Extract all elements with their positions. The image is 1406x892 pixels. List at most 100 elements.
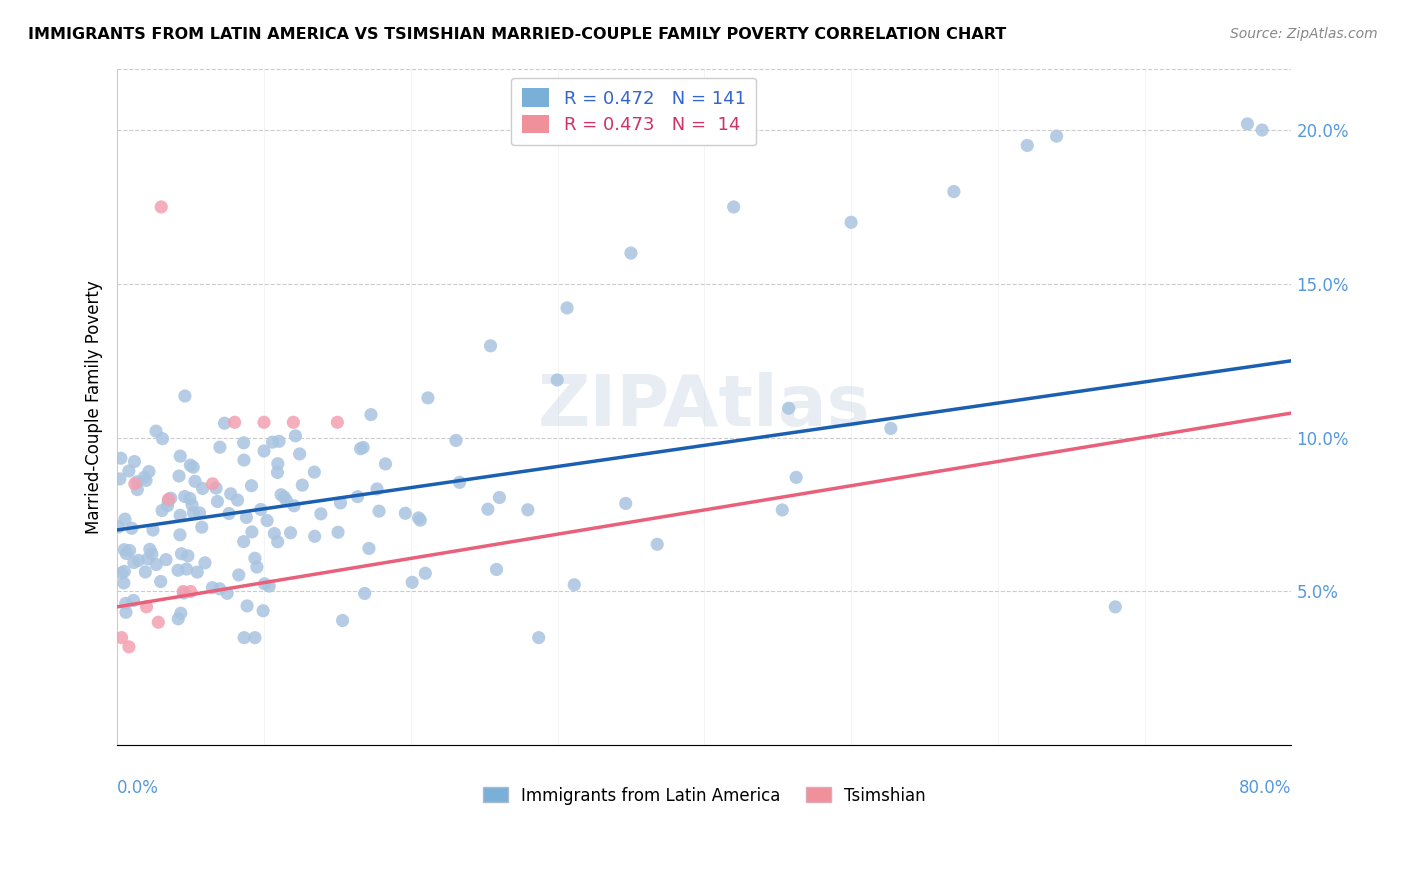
Point	[273, 490, 295, 504]
Point	[208, 440, 231, 454]
Point	[139, 542, 162, 557]
Point	[170, 547, 193, 561]
Point	[145, 558, 167, 572]
Point	[401, 575, 423, 590]
Point	[224, 415, 246, 429]
Point	[226, 493, 249, 508]
Point	[180, 584, 202, 599]
Point	[353, 586, 375, 600]
Point	[415, 566, 437, 581]
Point	[243, 631, 266, 645]
Point	[112, 542, 135, 557]
Point	[349, 442, 371, 456]
Point	[110, 451, 132, 466]
Point	[155, 552, 177, 566]
Point	[141, 547, 163, 561]
Point	[785, 470, 807, 484]
Point	[326, 415, 349, 429]
Point	[122, 593, 145, 607]
Point	[546, 373, 568, 387]
Point	[253, 576, 276, 591]
Point	[169, 449, 191, 463]
Point	[152, 432, 174, 446]
Point	[191, 482, 214, 496]
Point	[253, 415, 276, 429]
Point	[408, 511, 430, 525]
Point	[150, 200, 173, 214]
Point	[177, 549, 200, 563]
Point	[252, 604, 274, 618]
Point	[304, 529, 326, 543]
Point	[118, 640, 141, 654]
Point	[770, 503, 793, 517]
Point	[108, 472, 131, 486]
Point	[207, 494, 229, 508]
Point	[167, 563, 190, 577]
Point	[253, 444, 276, 458]
Point	[169, 528, 191, 542]
Point	[449, 475, 471, 490]
Point	[179, 458, 201, 472]
Point	[555, 301, 578, 315]
Point	[184, 475, 207, 489]
Point	[138, 465, 160, 479]
Point	[614, 496, 637, 510]
Y-axis label: Married-Couple Family Poverty: Married-Couple Family Poverty	[86, 280, 103, 533]
Point	[1251, 123, 1274, 137]
Text: ZIPAtlas: ZIPAtlas	[538, 372, 870, 442]
Point	[173, 586, 195, 600]
Point	[283, 499, 305, 513]
Point	[516, 503, 538, 517]
Point	[267, 457, 290, 471]
Point	[232, 435, 254, 450]
Point	[181, 498, 204, 512]
Text: 0.0%: 0.0%	[117, 779, 159, 797]
Point	[1045, 129, 1067, 144]
Point	[233, 631, 256, 645]
Point	[1017, 138, 1039, 153]
Point	[444, 434, 467, 448]
Point	[157, 494, 180, 508]
Point	[157, 492, 180, 507]
Point	[134, 470, 156, 484]
Point	[263, 526, 285, 541]
Point	[167, 469, 190, 483]
Point	[246, 560, 269, 574]
Point	[205, 481, 228, 495]
Point	[479, 339, 502, 353]
Point	[111, 566, 134, 580]
Point	[232, 534, 254, 549]
Point	[309, 507, 332, 521]
Point	[114, 512, 136, 526]
Point	[250, 502, 273, 516]
Point	[236, 599, 259, 613]
Text: Source: ZipAtlas.com: Source: ZipAtlas.com	[1230, 27, 1378, 41]
Point	[194, 556, 217, 570]
Point	[142, 523, 165, 537]
Point	[107, 520, 129, 534]
Point	[173, 490, 195, 504]
Point	[135, 474, 157, 488]
Point	[283, 415, 305, 429]
Point	[262, 435, 284, 450]
Point	[880, 421, 903, 435]
Point	[127, 483, 149, 497]
Point	[201, 581, 224, 595]
Point	[114, 596, 136, 610]
Point	[118, 464, 141, 478]
Point	[304, 465, 326, 479]
Point	[240, 478, 263, 492]
Point	[112, 565, 135, 579]
Point	[291, 478, 314, 492]
Point	[280, 525, 302, 540]
Point	[149, 574, 172, 589]
Point	[326, 525, 349, 540]
Text: IMMIGRANTS FROM LATIN AMERICA VS TSIMSHIAN MARRIED-COUPLE FAMILY POVERTY CORRELA: IMMIGRANTS FROM LATIN AMERICA VS TSIMSHI…	[28, 27, 1007, 42]
Point	[179, 491, 201, 506]
Point	[128, 553, 150, 567]
Point	[266, 466, 288, 480]
Point	[124, 476, 146, 491]
Point	[270, 488, 292, 502]
Point	[112, 576, 135, 591]
Point	[1236, 117, 1258, 131]
